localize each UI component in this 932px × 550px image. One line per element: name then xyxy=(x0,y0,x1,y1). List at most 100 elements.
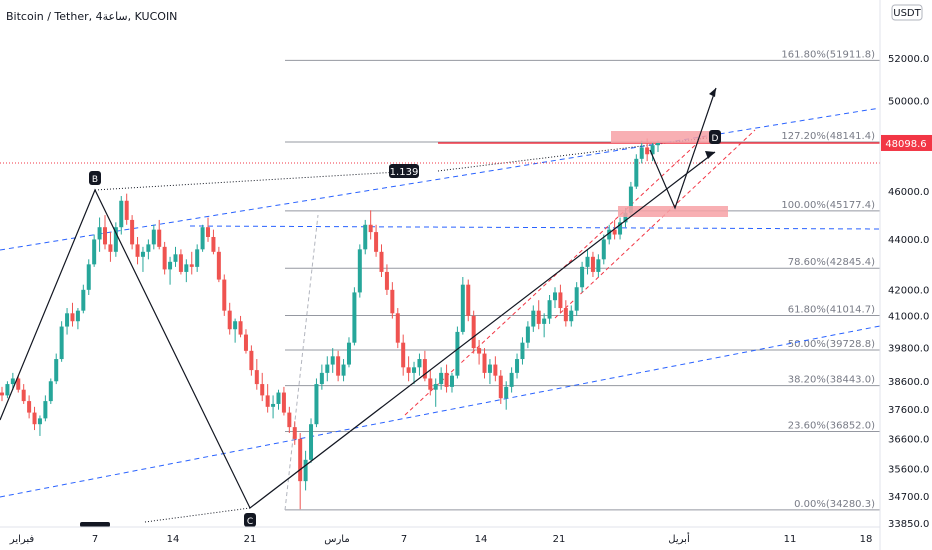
candle[interactable] xyxy=(287,406,292,433)
candle[interactable] xyxy=(601,234,606,265)
candle[interactable] xyxy=(303,450,308,491)
candle[interactable] xyxy=(433,378,438,407)
candle[interactable] xyxy=(27,395,32,419)
candle[interactable] xyxy=(449,372,454,393)
candle[interactable] xyxy=(173,246,178,267)
candle[interactable] xyxy=(135,236,140,265)
candle[interactable] xyxy=(119,196,124,235)
candle[interactable] xyxy=(379,244,384,278)
candle[interactable] xyxy=(97,217,102,252)
candle[interactable] xyxy=(330,348,335,373)
candle[interactable] xyxy=(206,217,211,242)
candle[interactable] xyxy=(607,224,612,245)
candle[interactable] xyxy=(341,359,346,382)
candle[interactable] xyxy=(48,378,53,404)
currency-badge[interactable]: USDT xyxy=(891,4,923,21)
candle[interactable] xyxy=(401,334,406,376)
candle[interactable] xyxy=(10,372,15,390)
candle[interactable] xyxy=(21,384,26,404)
candle[interactable] xyxy=(585,249,590,275)
candle[interactable] xyxy=(200,224,205,252)
candle[interactable] xyxy=(525,321,530,349)
candle[interactable] xyxy=(108,232,113,262)
candle[interactable] xyxy=(346,337,351,368)
support-zone[interactable] xyxy=(618,206,728,217)
candle[interactable] xyxy=(130,215,135,250)
candle[interactable] xyxy=(482,348,487,379)
candle[interactable] xyxy=(542,313,547,338)
red-channel-upper-line[interactable] xyxy=(404,135,706,416)
candle[interactable] xyxy=(493,356,498,382)
candle[interactable] xyxy=(113,222,118,257)
pattern-point-d[interactable]: D xyxy=(709,130,721,144)
candle[interactable] xyxy=(460,277,465,335)
candle[interactable] xyxy=(233,318,238,343)
candle[interactable] xyxy=(422,350,427,382)
candle[interactable] xyxy=(368,210,373,240)
candle[interactable] xyxy=(395,308,400,349)
candle[interactable] xyxy=(309,418,314,463)
candle[interactable] xyxy=(184,259,189,283)
candle[interactable] xyxy=(650,142,655,162)
candle[interactable] xyxy=(325,356,330,382)
candle[interactable] xyxy=(574,282,579,316)
candle[interactable] xyxy=(140,246,145,272)
candle[interactable] xyxy=(249,345,254,376)
candle[interactable] xyxy=(5,381,10,399)
candle[interactable] xyxy=(16,375,21,393)
candle[interactable] xyxy=(227,302,232,335)
candle[interactable] xyxy=(146,239,151,260)
candle[interactable] xyxy=(558,284,563,314)
candle[interactable] xyxy=(618,217,623,240)
candle[interactable] xyxy=(509,367,514,393)
candle[interactable] xyxy=(428,370,433,396)
candle[interactable] xyxy=(374,224,379,257)
candle[interactable] xyxy=(466,279,471,322)
candle[interactable] xyxy=(531,305,536,332)
candle[interactable] xyxy=(292,421,297,445)
candle[interactable] xyxy=(265,384,270,413)
ratio-badge[interactable]: 1.139 xyxy=(389,164,419,178)
candle[interactable] xyxy=(70,302,75,327)
candle[interactable] xyxy=(254,359,259,390)
candle[interactable] xyxy=(487,359,492,385)
candle[interactable] xyxy=(151,224,156,250)
pattern-point-c[interactable]: C xyxy=(244,513,256,527)
candle[interactable] xyxy=(243,329,248,354)
candle[interactable] xyxy=(352,287,357,346)
last-price-badge[interactable] xyxy=(881,134,932,151)
candle[interactable] xyxy=(168,256,173,285)
candle[interactable] xyxy=(298,432,303,510)
candle[interactable] xyxy=(54,353,59,385)
candle[interactable] xyxy=(195,244,200,272)
projection-dashed-line[interactable] xyxy=(284,214,319,511)
horizontal-blue-line[interactable] xyxy=(189,225,881,230)
candle[interactable] xyxy=(504,381,509,410)
candle[interactable] xyxy=(412,361,417,385)
candle[interactable] xyxy=(65,308,70,335)
candle[interactable] xyxy=(580,261,585,293)
upper-blue-channel-line[interactable] xyxy=(0,107,881,251)
candle[interactable] xyxy=(563,300,568,327)
candle[interactable] xyxy=(162,241,167,275)
candle[interactable] xyxy=(455,326,460,379)
candle[interactable] xyxy=(222,274,227,316)
candle[interactable] xyxy=(590,251,595,278)
candle[interactable] xyxy=(32,406,37,431)
candle[interactable] xyxy=(417,353,422,376)
candle[interactable] xyxy=(178,249,183,275)
time-axis[interactable]: فبراير 7 14 21 مارس 7 14 21 أبريل 11 18 xyxy=(9,532,873,545)
candle[interactable] xyxy=(520,337,525,365)
pattern-point-b[interactable]: B xyxy=(89,171,101,185)
candle[interactable] xyxy=(634,154,639,189)
candle[interactable] xyxy=(157,219,162,250)
candle[interactable] xyxy=(536,300,541,330)
candle[interactable] xyxy=(444,364,449,393)
candle[interactable] xyxy=(612,219,617,240)
candle[interactable] xyxy=(216,246,221,283)
candle[interactable] xyxy=(276,389,281,410)
candle[interactable] xyxy=(281,386,286,416)
candle[interactable] xyxy=(81,284,86,314)
candlesticks[interactable] xyxy=(0,138,660,510)
